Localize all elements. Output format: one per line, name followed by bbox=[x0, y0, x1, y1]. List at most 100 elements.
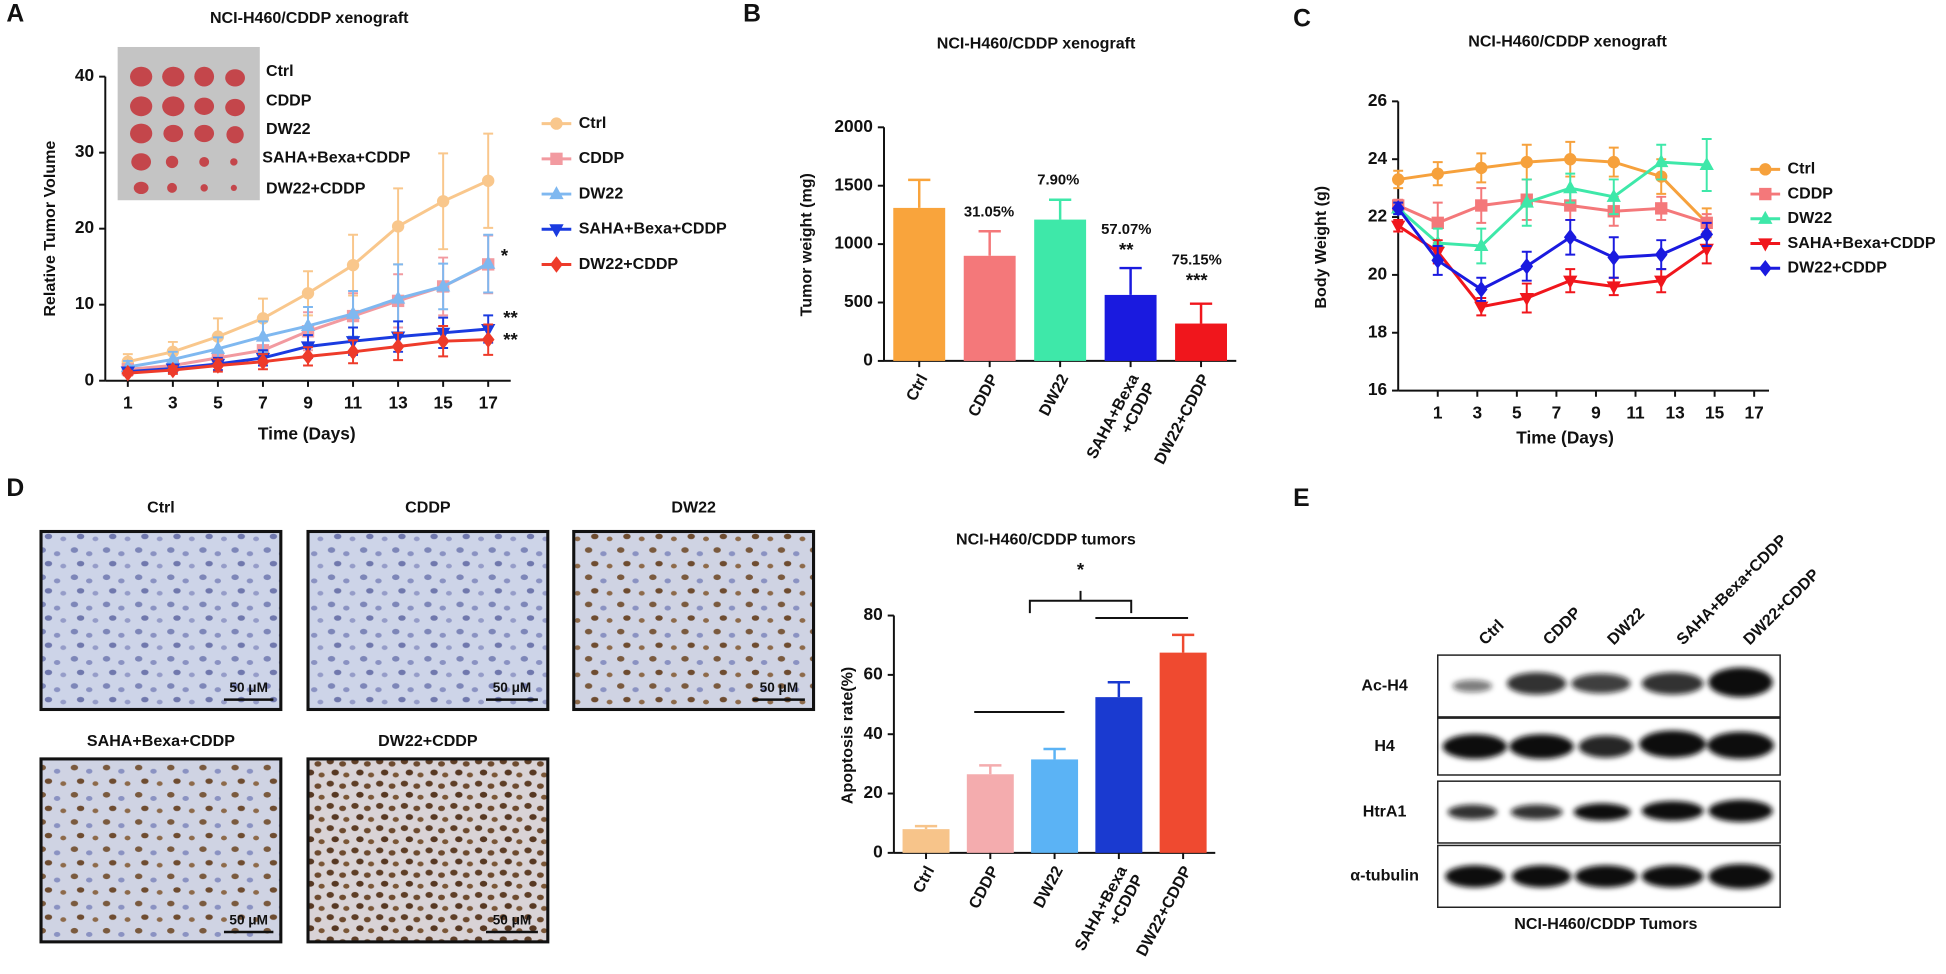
x-tick-label: 9 bbox=[303, 393, 313, 413]
marker bbox=[1431, 216, 1444, 230]
x-tick-label: 13 bbox=[388, 393, 407, 413]
y-tick-label: 40 bbox=[75, 65, 94, 85]
marker bbox=[1699, 157, 1714, 171]
x-tick-label: 17 bbox=[1745, 403, 1764, 423]
x-tick-label: 11 bbox=[344, 393, 363, 413]
y-axis-label: Apoptosis rate(%) bbox=[838, 667, 856, 804]
annotation: 57.07% bbox=[1101, 222, 1151, 238]
x-tick-label: 15 bbox=[1705, 403, 1725, 423]
marker bbox=[550, 117, 563, 130]
marker bbox=[346, 343, 360, 361]
marker bbox=[1431, 252, 1445, 269]
row-label: α-tubulin bbox=[1350, 867, 1419, 885]
marker bbox=[435, 278, 451, 292]
annotation: 31.05% bbox=[964, 205, 1014, 221]
annotation: * bbox=[1077, 559, 1085, 580]
error-bar bbox=[979, 764, 1002, 775]
annotation: 75.15% bbox=[1172, 253, 1222, 269]
x-axis-label: Time (Days) bbox=[1516, 427, 1614, 447]
photo-label: DW22+CDDP bbox=[266, 179, 366, 197]
lane-label: SAHA+Bexa+CDDP bbox=[1673, 531, 1791, 649]
marker bbox=[1563, 180, 1578, 194]
panel-label: E bbox=[1293, 485, 1310, 512]
x-tick-label: DW22 bbox=[1030, 863, 1067, 911]
marker bbox=[1758, 210, 1773, 224]
marker bbox=[1520, 155, 1533, 169]
bar bbox=[1175, 323, 1228, 361]
legend-label: CDDP bbox=[1788, 184, 1834, 202]
marker bbox=[211, 357, 225, 374]
y-axis-label: Tumor weight (mg) bbox=[798, 173, 816, 316]
marker bbox=[1475, 199, 1488, 212]
y-axis-label: Relative Tumor Volume bbox=[41, 141, 59, 317]
scale-label: 50 μM bbox=[229, 912, 268, 927]
x-tick-label: 3 bbox=[1472, 403, 1482, 423]
marker bbox=[1475, 161, 1488, 175]
marker bbox=[1474, 301, 1489, 315]
error-bar bbox=[1107, 681, 1130, 698]
marker bbox=[1520, 257, 1534, 275]
error-bar bbox=[908, 178, 931, 208]
marker bbox=[121, 364, 135, 382]
marker bbox=[1474, 238, 1489, 252]
y-tick-label: 16 bbox=[1368, 379, 1387, 399]
error-bar bbox=[1172, 633, 1195, 653]
marker bbox=[481, 331, 495, 348]
chart-title: NCI-H460/CDDP xenograft bbox=[210, 9, 409, 27]
marker bbox=[1700, 226, 1714, 243]
bar bbox=[1095, 697, 1143, 853]
marker bbox=[390, 290, 406, 304]
y-tick-label: 80 bbox=[864, 604, 883, 624]
bar bbox=[1034, 219, 1087, 361]
ihc-title: CDDP bbox=[405, 498, 451, 516]
marker bbox=[345, 305, 361, 319]
series-line bbox=[1397, 157, 1708, 224]
bar bbox=[893, 207, 946, 361]
marker bbox=[256, 353, 270, 370]
legend-label: DW22 bbox=[579, 184, 624, 202]
marker bbox=[481, 255, 496, 269]
marker bbox=[1519, 292, 1534, 306]
bar bbox=[1159, 652, 1207, 853]
bar bbox=[1104, 294, 1157, 361]
marker bbox=[1607, 249, 1621, 266]
annotation: ** bbox=[503, 307, 518, 328]
x-tick-label: 17 bbox=[479, 393, 498, 413]
legend-label: DW22+CDDP bbox=[579, 255, 679, 273]
marker bbox=[549, 186, 564, 200]
marker bbox=[550, 256, 563, 273]
scale-label: 50 μM bbox=[493, 912, 532, 927]
panel-label: C bbox=[1293, 5, 1311, 32]
series-line bbox=[1397, 224, 1708, 309]
y-tick-label: 500 bbox=[844, 291, 873, 311]
marker bbox=[1655, 202, 1668, 215]
scale-label: 50 μM bbox=[229, 680, 268, 695]
y-tick-label: 2000 bbox=[834, 116, 872, 136]
legend-label: Ctrl bbox=[1788, 160, 1816, 178]
annotation: * bbox=[501, 245, 509, 266]
marker bbox=[1607, 155, 1620, 169]
annotation: ** bbox=[1119, 239, 1134, 260]
scale-label: 50 μM bbox=[493, 680, 532, 695]
x-tick-label: 3 bbox=[168, 393, 178, 413]
x-tick-label: 13 bbox=[1665, 403, 1684, 423]
western-blot bbox=[1437, 654, 1781, 908]
marker bbox=[346, 258, 360, 272]
lane-label: CDDP bbox=[1540, 603, 1585, 648]
row-label: HtrA1 bbox=[1363, 802, 1407, 820]
marker bbox=[549, 224, 564, 238]
x-tick-label: Ctrl bbox=[903, 371, 932, 404]
ihc-images bbox=[39, 529, 816, 944]
photo-label: CDDP bbox=[266, 92, 312, 110]
tumor-photo bbox=[117, 46, 260, 201]
bar bbox=[966, 774, 1014, 853]
series-line bbox=[1397, 198, 1708, 225]
y-tick-label: 24 bbox=[1368, 148, 1388, 168]
error-bar bbox=[1189, 302, 1213, 324]
y-tick-label: 40 bbox=[864, 723, 883, 743]
marker bbox=[1759, 163, 1772, 176]
y-tick-label: 0 bbox=[863, 349, 873, 369]
lane-label: Ctrl bbox=[1475, 616, 1507, 648]
legend-label: Ctrl bbox=[579, 114, 607, 132]
photo-label: Ctrl bbox=[266, 62, 294, 80]
